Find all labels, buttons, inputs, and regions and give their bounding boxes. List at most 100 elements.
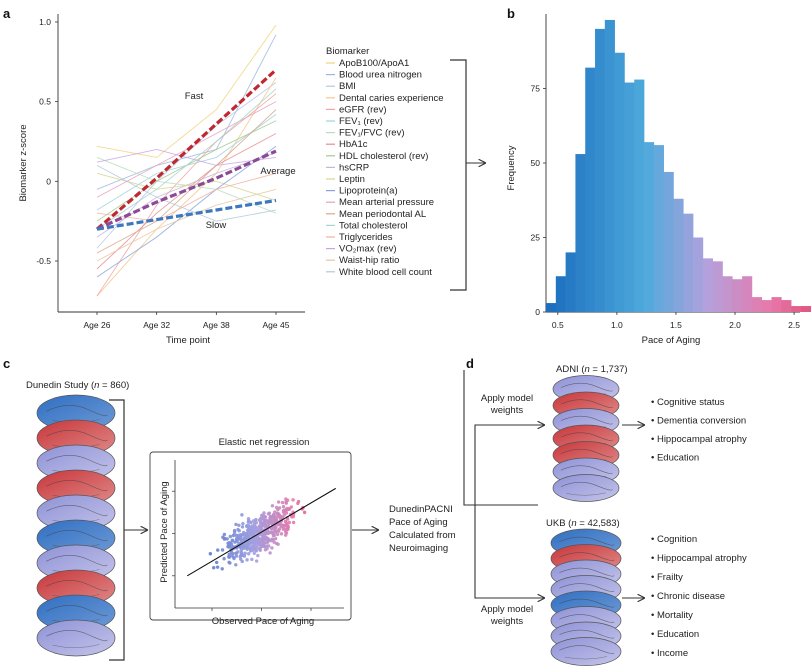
result-line: Pace of Aging [389,517,448,528]
histogram-bar [595,28,606,313]
y-tick-label: -0.5 [36,256,51,266]
scatter-point [244,546,248,550]
outcome-item: • Hippocampal atrophy [651,434,747,445]
scatter-point [278,522,283,527]
biomarker-line [96,77,277,297]
adni-label: ADNI (n = 1,737) [556,364,628,375]
outcome-item: • Cognitive status [651,397,725,408]
x-tick-label: 1.5 [670,320,682,330]
scatter-point [239,550,244,555]
outcome-item: • Chronic disease [651,591,725,602]
scatter-point [216,548,220,552]
panel-label-a: a [3,6,11,21]
scatter-point [291,520,296,525]
histogram-bar [781,300,792,312]
scatter-point [208,552,213,556]
scatter-point [277,527,282,531]
scatter-point [226,541,230,546]
histogram-bar [683,213,694,312]
scatter-point [276,500,281,504]
scatter-point [279,532,284,536]
histogram-bar [751,297,763,312]
biomarker-line [96,188,277,262]
apply-weights-label: weights [490,616,523,627]
y-tick-label: 0.5 [39,97,51,107]
legend-title: Biomarker [326,46,369,57]
x-tick-labels: Age 26 Age 32 Age 38 Age 45 [84,312,290,330]
scatter-point [238,534,243,539]
scatter-point [249,520,253,525]
scatter-point [272,510,277,514]
outcome-item: • Mortality [651,610,693,621]
scatter-point [237,529,241,533]
x-tick-label: 0.5 [552,320,564,330]
x-tick-label: Age 26 [84,320,111,330]
scatter-point [248,546,252,551]
histogram-bar [791,306,802,312]
histogram-bar [761,300,772,312]
scatter-point [222,537,227,541]
histogram-bar [693,237,704,312]
y-axis-label: Frequency [506,145,517,190]
scatter-point [268,551,272,555]
scatter-point [260,521,265,525]
panel-label-b: b [507,6,515,21]
apply-weights-label: weights [490,405,523,416]
x-tick-label: Age 38 [203,320,230,330]
y-tick-label: 0 [535,307,540,317]
trajectory-lines: Fast Average Slow [95,68,296,231]
scatter-point [227,544,232,549]
scatter-point [253,538,258,542]
scatter-point [251,527,255,531]
ukb-outcomes-list: • Cognition • Hippocampal atrophy • Frailt… [651,534,747,659]
scatter-point [273,530,278,534]
biomarker-line [96,164,277,222]
legend-item: Leptin [339,174,365,185]
x-tick-label: 1.0 [611,320,623,330]
scatter-point [250,557,254,562]
outcome-item: • Cognition [651,534,697,545]
legend-item: eGFR (rev) [339,104,387,115]
scatter-point [250,545,255,550]
result-line: Neuroimaging [389,543,448,554]
histogram-bar [712,261,723,312]
y-tick-label: 0 [46,176,51,186]
histogram-bar [555,276,566,312]
legend-item: White blood cell count [339,267,432,278]
x-axis-label: Time point [166,335,210,346]
brain-slice [36,619,116,657]
cohort-title: Dunedin Study (n = 860) [26,380,129,391]
scatter-point [222,557,226,561]
scatter-point [256,526,260,531]
legend-item: Lipoprotein(a) [339,186,398,197]
series-label-average: Average [260,166,295,177]
outcome-item: • Frailty [651,572,683,583]
scatter-point [243,551,247,555]
brain-slice [550,637,622,666]
scatter-point [275,512,280,516]
scatter-point [244,524,249,528]
brain-stack-ukb [550,528,622,666]
apply-weights-label: Apply model [481,393,533,404]
scatter-point [249,549,253,553]
scatter-point [258,548,262,552]
brain-stack-adni [552,375,620,502]
biomarker-line [96,101,277,198]
y-axis-label: Biomarker z-score [18,124,29,201]
panel-label-d: d [466,356,474,371]
scatter-point [240,525,245,529]
scatter-point [275,532,280,537]
arrow-to-adni [474,425,544,505]
biomarker-lines [96,24,277,297]
panel-c-scatter: Predicted Pace of Aging Observed Pace of… [159,460,344,627]
scatter-point [269,515,274,519]
biomarker-line [96,88,277,230]
scatter-point [232,533,236,537]
scatter-point [261,513,265,517]
histogram-bar [702,258,713,312]
scatter-point [272,513,277,518]
arrow-to-ukb [474,505,544,598]
